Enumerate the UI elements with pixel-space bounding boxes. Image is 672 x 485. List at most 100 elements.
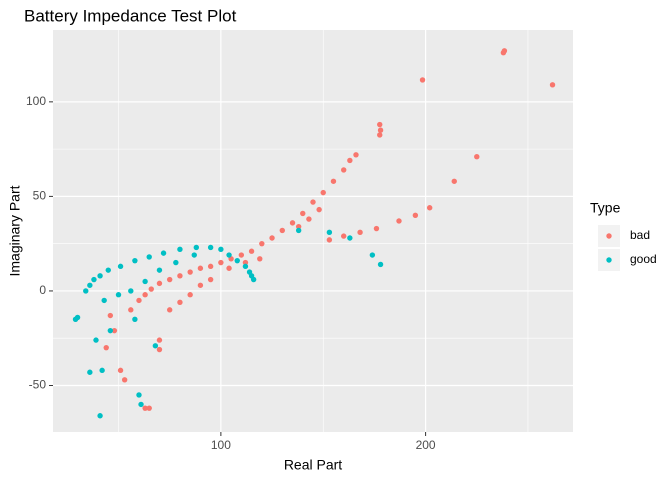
- point: [166, 307, 173, 313]
- point: [83, 288, 89, 294]
- y-tick-label: 50: [33, 189, 47, 203]
- point: [156, 267, 163, 273]
- point: [279, 227, 285, 234]
- point: [347, 157, 353, 164]
- point: [72, 316, 79, 323]
- point: [132, 257, 138, 264]
- point: [128, 288, 134, 294]
- point: [107, 312, 114, 319]
- points: [72, 48, 556, 419]
- point: [97, 273, 103, 279]
- point: [226, 265, 232, 271]
- point: [128, 307, 134, 313]
- point: [146, 254, 152, 260]
- point: [377, 132, 383, 138]
- point: [115, 292, 122, 298]
- point: [93, 337, 99, 343]
- x-tick-label: 200: [416, 438, 436, 452]
- panel: [53, 30, 573, 432]
- point: [111, 327, 118, 334]
- point: [87, 369, 93, 375]
- point: [269, 235, 275, 241]
- point: [187, 292, 193, 298]
- point: [87, 282, 93, 288]
- legend-title: Type: [590, 200, 621, 216]
- point: [103, 344, 109, 351]
- point: [156, 337, 163, 343]
- point: [142, 278, 148, 285]
- point: [326, 237, 333, 243]
- point: [177, 273, 183, 279]
- legend-marker: [606, 257, 612, 263]
- point: [242, 259, 249, 266]
- point: [101, 297, 107, 304]
- point: [396, 218, 402, 224]
- point: [330, 178, 337, 184]
- point: [166, 276, 173, 283]
- point: [191, 252, 197, 258]
- point: [105, 267, 111, 273]
- legend-marker: [606, 233, 612, 239]
- point: [160, 250, 167, 256]
- point: [373, 225, 380, 232]
- point: [347, 235, 353, 241]
- point: [117, 367, 124, 374]
- point: [136, 392, 142, 398]
- point: [419, 77, 426, 83]
- point: [107, 327, 114, 334]
- point: [136, 297, 142, 304]
- point: [326, 229, 333, 236]
- point: [148, 286, 154, 292]
- point: [353, 152, 359, 158]
- x-axis-label: Real Part: [284, 457, 342, 473]
- y-tick-label: -50: [29, 378, 47, 392]
- point: [234, 257, 240, 264]
- point: [142, 292, 148, 298]
- point: [197, 265, 204, 271]
- point: [218, 246, 224, 253]
- y-tick-label: 0: [39, 283, 46, 297]
- point: [142, 405, 148, 411]
- point: [341, 233, 347, 239]
- point: [500, 49, 507, 56]
- y-axis-label: Imaginary Part: [7, 185, 23, 276]
- point: [173, 259, 179, 266]
- point: [549, 82, 556, 88]
- point: [207, 276, 214, 283]
- point: [193, 244, 200, 251]
- point: [369, 252, 376, 258]
- point: [156, 346, 163, 353]
- point: [357, 229, 363, 236]
- point: [238, 252, 245, 258]
- point: [97, 413, 103, 419]
- point: [412, 212, 419, 219]
- grid: [53, 30, 573, 432]
- point: [187, 269, 193, 275]
- point: [306, 216, 312, 222]
- point: [197, 282, 204, 288]
- point: [242, 263, 249, 270]
- point: [207, 263, 214, 270]
- point: [341, 167, 347, 173]
- point: [377, 121, 383, 128]
- point: [156, 280, 163, 287]
- point: [426, 205, 433, 211]
- point: [316, 206, 322, 213]
- point: [91, 276, 97, 283]
- point: [218, 259, 224, 266]
- point: [257, 256, 263, 262]
- legend-label: bad: [630, 228, 650, 242]
- point: [377, 127, 384, 133]
- point: [132, 316, 138, 323]
- y-tick-label: 100: [26, 94, 46, 108]
- point: [146, 405, 152, 411]
- point: [248, 248, 255, 254]
- point: [320, 189, 326, 196]
- point: [250, 276, 257, 283]
- point: [152, 343, 159, 349]
- point: [451, 178, 457, 184]
- point: [310, 199, 316, 205]
- point: [377, 261, 384, 268]
- point: [295, 227, 302, 234]
